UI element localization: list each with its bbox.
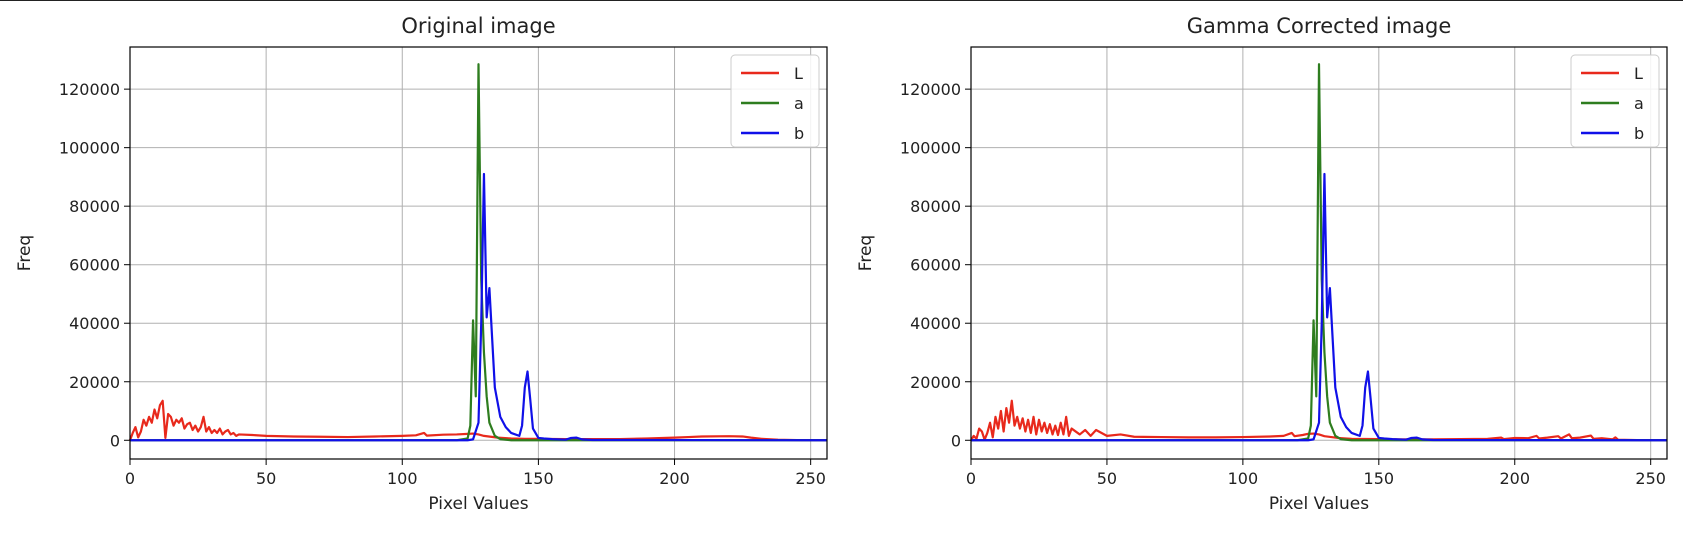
y-tick-label: 80000 [69, 197, 120, 216]
x-tick-label: 100 [387, 469, 418, 488]
top-border [0, 0, 1683, 1]
x-axis-label: Pixel Values [1269, 494, 1369, 514]
y-tick-label: 120000 [900, 80, 961, 99]
x-tick-label: 200 [659, 469, 690, 488]
x-tick-label: 100 [1228, 469, 1259, 488]
y-tick-label: 0 [110, 431, 120, 450]
plot-frame [970, 46, 1668, 460]
y-tick-label: 40000 [910, 314, 961, 333]
y-tick-label: 40000 [69, 314, 120, 333]
chart-panel-2: 0 50 100 150 200 250 0 20000 40000 60000 80000 1000… [856, 14, 1668, 514]
y-tick-label: 100000 [59, 139, 120, 158]
y-tick-label: 20000 [910, 373, 961, 392]
y-tick-label: 100000 [900, 139, 961, 158]
x-tick-label: 250 [795, 469, 826, 488]
legend: Lab [730, 54, 820, 148]
x-tick-label: 200 [1499, 469, 1530, 488]
x-tick-label: 50 [256, 469, 276, 488]
legend-box [1570, 54, 1660, 148]
x-axis-label: Pixel Values [428, 494, 528, 514]
legend-label-a: a [794, 94, 804, 113]
x-tick-label: 250 [1635, 469, 1666, 488]
plot-frame [129, 46, 828, 460]
legend-label-L: L [1634, 64, 1643, 83]
chart-title: Original image [401, 14, 555, 38]
legend-label-L: L [794, 64, 803, 83]
y-tick-label: 20000 [69, 373, 120, 392]
x-tick-label: 0 [125, 469, 135, 488]
y-axis-label: Freq [856, 235, 876, 271]
chart-panel-1: 0 50 100 150 200 250 0 20000 40000 60000 80000 1000… [15, 14, 828, 514]
series-line-L [970, 399, 1668, 442]
legend-label-b: b [1634, 124, 1644, 143]
x-tick-label: 0 [966, 469, 976, 488]
series-line-b [130, 172, 828, 442]
y-tick-label: 0 [951, 431, 961, 450]
series-line-b [971, 172, 1668, 442]
legend: Lab [1570, 54, 1660, 148]
legend-label-a: a [1634, 94, 1644, 113]
chart-title: Gamma Corrected image [1187, 14, 1452, 38]
y-axis-label: Freq [15, 235, 35, 271]
x-tick-label: 150 [523, 469, 554, 488]
legend-box [730, 54, 820, 148]
x-tick-label: 50 [1097, 469, 1117, 488]
y-tick-label: 60000 [910, 256, 961, 275]
legend-label-b: b [794, 124, 804, 143]
x-tick-label: 150 [1364, 469, 1395, 488]
y-tick-label: 60000 [69, 256, 120, 275]
y-tick-label: 120000 [59, 80, 120, 99]
y-tick-label: 80000 [910, 197, 961, 216]
